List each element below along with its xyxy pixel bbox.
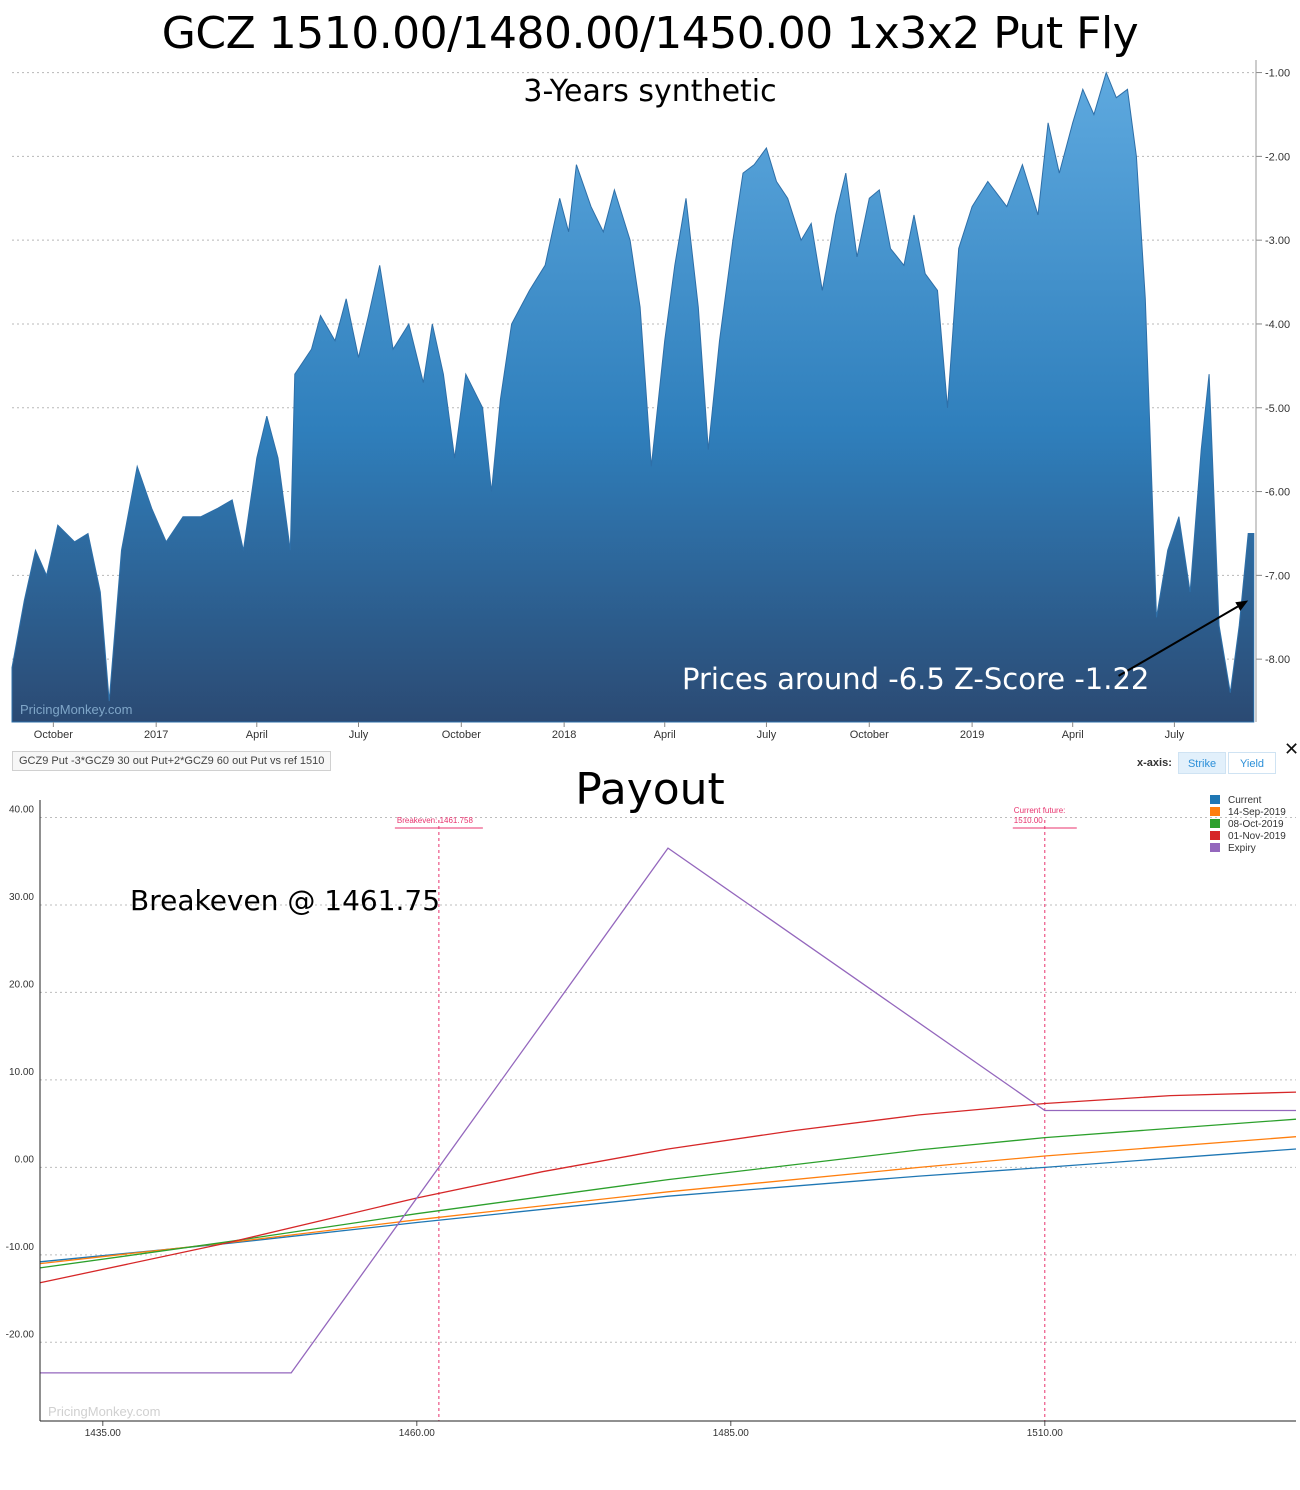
chart-title: GCZ 1510.00/1480.00/1450.00 1x3x2 Put Fl… <box>161 8 1139 59</box>
x-tick-label: April <box>1062 729 1084 741</box>
y-tick-label: -5.00 <box>1265 403 1290 415</box>
x-tick-label: October <box>34 729 73 741</box>
x-tick-label: 2018 <box>552 729 576 741</box>
close-icon[interactable]: ✕ <box>1284 739 1300 759</box>
series-line-01-nov-2019 <box>39 1091 1297 1284</box>
legend-swatch <box>1210 831 1220 840</box>
legend-swatch <box>1210 807 1220 816</box>
y-tick-label: 20.00 <box>9 979 34 990</box>
watermark: PricingMonkey.com <box>20 702 132 717</box>
legend-label: Expiry <box>1228 843 1256 854</box>
y-tick-label: 0.00 <box>15 1154 35 1165</box>
legend-label: 01-Nov-2019 <box>1228 831 1286 842</box>
watermark: PricingMonkey.com <box>48 1404 160 1419</box>
marker-label: Current future: <box>1014 806 1066 815</box>
y-tick-label: -1.00 <box>1265 68 1290 80</box>
payout-title: Payout <box>575 764 725 815</box>
yield-button[interactable]: Yield <box>1228 752 1276 774</box>
x-tick-label: April <box>246 729 268 741</box>
y-tick-label: 40.00 <box>9 804 34 815</box>
x-tick-label: 1510.00 <box>1027 1428 1064 1439</box>
series-line-14-sep-2019 <box>39 1136 1297 1265</box>
legend: Current14-Sep-201908-Oct-201901-Nov-2019… <box>1210 795 1286 854</box>
legend-label: Current <box>1228 795 1262 806</box>
y-tick-label: 10.00 <box>9 1067 34 1078</box>
x-tick-label: 2019 <box>960 729 984 741</box>
x-tick-label: 2017 <box>144 729 168 741</box>
y-tick-label: -3.00 <box>1265 235 1290 247</box>
zscore-arrow <box>1118 605 1239 677</box>
y-tick-label: 30.00 <box>9 892 34 903</box>
legend-swatch <box>1210 819 1220 828</box>
legend-swatch <box>1210 795 1220 804</box>
series-line-current <box>39 1148 1297 1263</box>
legend-label: 08-Oct-2019 <box>1228 819 1284 830</box>
x-tick-label: April <box>654 729 676 741</box>
y-tick-label: -2.00 <box>1265 151 1290 163</box>
breakeven-annotation: Breakeven @ 1461.75 <box>130 884 441 917</box>
xaxis-selector-label: x-axis: <box>1137 757 1172 769</box>
x-tick-label: 1485.00 <box>713 1428 750 1439</box>
marker-label: Breakeven: 1461.758 <box>397 816 474 825</box>
x-tick-label: 1460.00 <box>399 1428 436 1439</box>
zscore-arrow-head <box>1235 600 1249 611</box>
strategy-label: GCZ9 Put -3*GCZ9 30 out Put+2*GCZ9 60 ou… <box>12 751 332 771</box>
marker-label: 1510.00 <box>1014 816 1043 825</box>
x-tick-label: July <box>349 729 369 741</box>
x-tick-label: 1435.00 <box>85 1428 122 1439</box>
y-tick-label: -20.00 <box>6 1329 35 1340</box>
y-tick-label: -6.00 <box>1265 487 1290 499</box>
zscore-annotation: Prices around -6.5 Z-Score -1.22 <box>682 662 1150 696</box>
series-line-08-oct-2019 <box>39 1118 1297 1269</box>
chart-subtitle: 3-Years synthetic <box>523 74 777 109</box>
strike-button[interactable]: Strike <box>1178 752 1226 774</box>
x-tick-label: July <box>1165 729 1185 741</box>
x-tick-label: July <box>757 729 777 741</box>
y-tick-label: -7.00 <box>1265 570 1290 582</box>
legend-swatch <box>1210 843 1220 852</box>
y-tick-label: -8.00 <box>1265 654 1290 666</box>
y-tick-label: -10.00 <box>6 1242 35 1253</box>
x-tick-label: October <box>442 729 481 741</box>
history-area <box>11 71 1255 723</box>
legend-label: 14-Sep-2019 <box>1228 807 1286 818</box>
series-line-expiry <box>40 847 1296 1374</box>
history-chart: -1.00 -2.00 -3.00 -4.00 -5.00 -6.00 -7.00 -8.00… <box>11 60 1290 741</box>
y-tick-label: -4.00 <box>1265 319 1290 331</box>
x-tick-label: October <box>850 729 889 741</box>
